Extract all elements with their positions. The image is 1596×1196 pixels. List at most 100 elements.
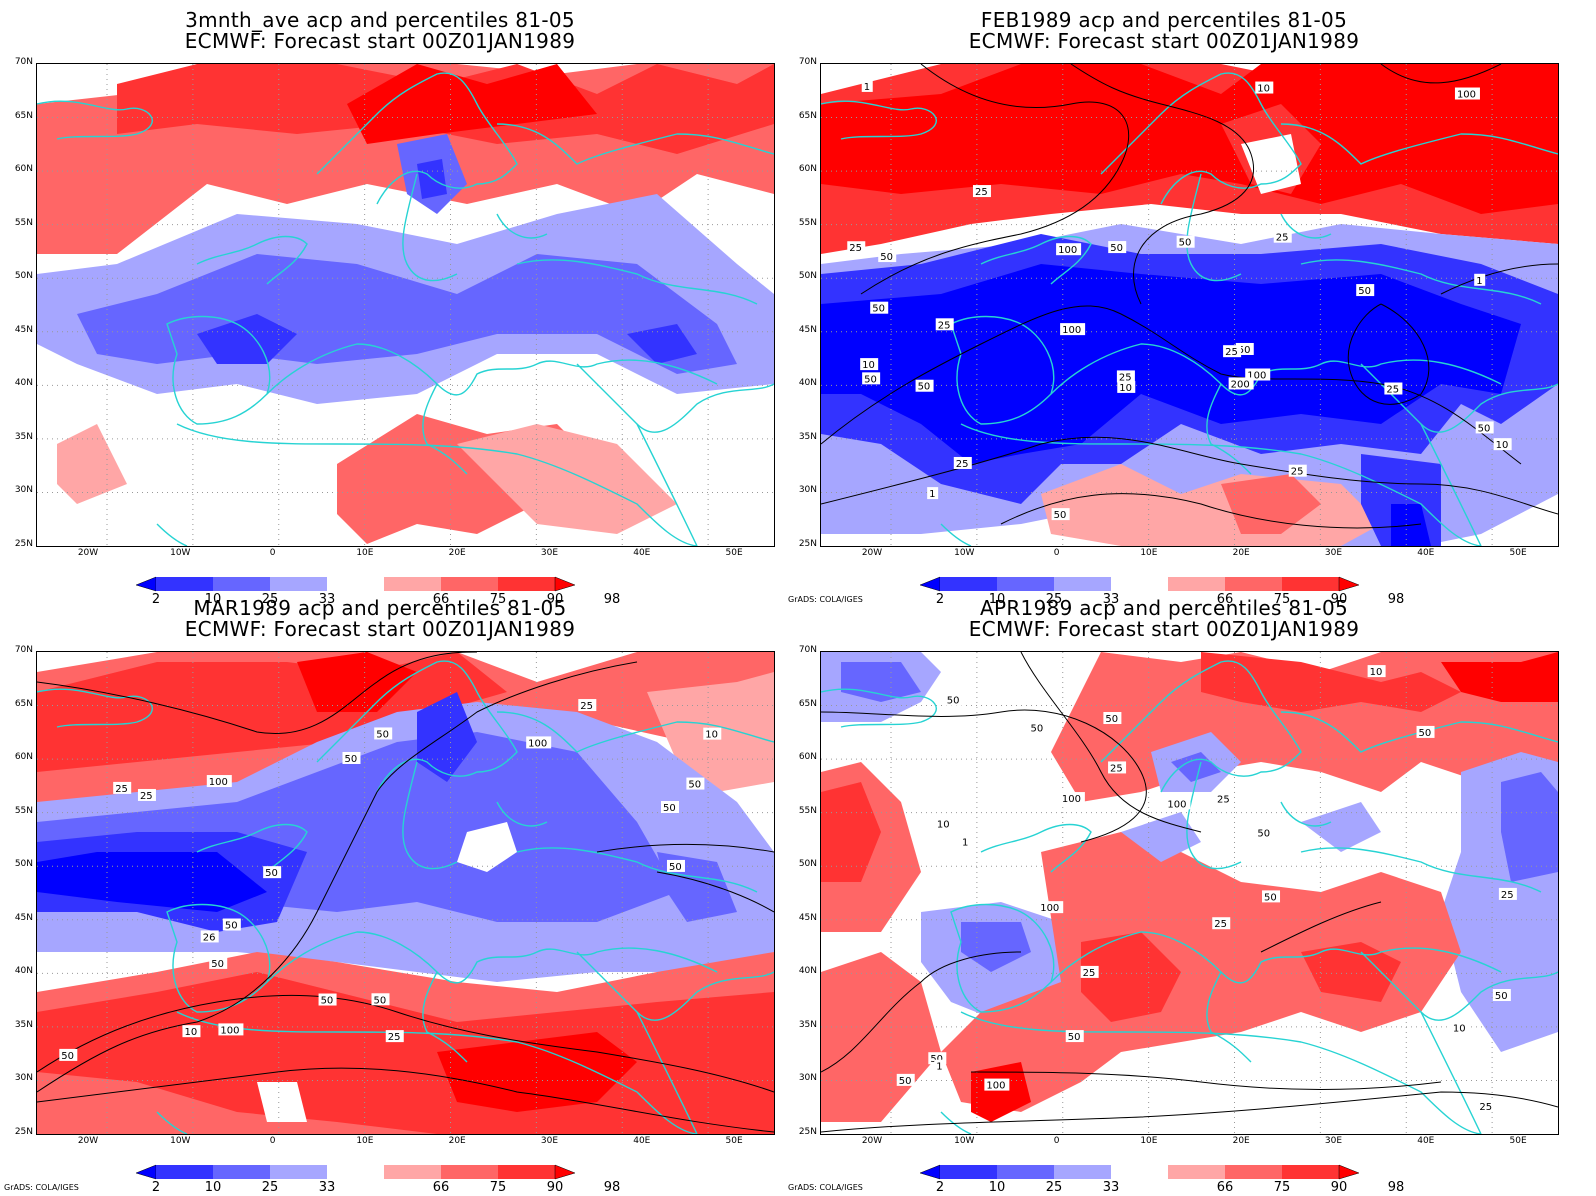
latitude-label: 60N xyxy=(798,164,817,175)
colorbar-label: 90 xyxy=(1330,592,1348,607)
longitude-label: 0 xyxy=(269,548,276,558)
contour-label-bg xyxy=(59,1048,78,1061)
latitude-label: 25N xyxy=(14,1127,33,1137)
latitude-label: 40N xyxy=(798,966,817,977)
latitude-label: 30N xyxy=(798,485,817,496)
colorbar xyxy=(136,1164,576,1180)
contour-label-bg xyxy=(578,699,597,712)
contour-label: 50 xyxy=(918,382,931,393)
latitude-label: 45N xyxy=(14,324,33,335)
contour-label: 25 xyxy=(975,187,988,198)
percentile-shading xyxy=(257,1082,307,1122)
contour-label: 50 xyxy=(344,754,357,765)
contour-label: 200 xyxy=(1231,379,1250,390)
percentile-map: 50 100 100 50 100 50 50 50 50 50 50 50 25 50 26 10 25 25 5… xyxy=(36,651,775,1135)
latitude-label: 35N xyxy=(14,431,33,442)
colorbar-segment xyxy=(213,1165,270,1179)
contour-label-bg xyxy=(972,185,991,198)
latitude-label: 40N xyxy=(14,378,33,389)
contour-label: 50 xyxy=(1030,723,1043,734)
contour-label-bg xyxy=(209,956,228,969)
contour-label: 50 xyxy=(899,1076,912,1087)
latitude-label: 45N xyxy=(798,912,817,923)
contour-label: 50 xyxy=(1495,991,1508,1002)
contour-label: 50 xyxy=(880,252,893,263)
contour-label: 25 xyxy=(580,701,593,712)
percentile-map: 100 50 100 200 100 50 50 50 100 50 25 25 50 25 25 50 25 5… xyxy=(820,63,1559,547)
longitude-label: 0 xyxy=(269,1136,276,1146)
contour-label: 100 xyxy=(1058,245,1077,256)
latitude-label: 35N xyxy=(14,1019,33,1030)
colorbar-segment xyxy=(270,577,327,591)
panel-title-line1: FEB1989 acp and percentiles 81-05 xyxy=(980,8,1348,32)
contour-label: 50 xyxy=(872,304,885,315)
map-panel-3month-average: 3mnth_ave acp and percentiles 81-05 ECMW… xyxy=(0,0,775,607)
contour-label: 25 xyxy=(388,1032,401,1043)
contour-label-bg xyxy=(222,918,241,931)
colorbar-segment xyxy=(1225,1165,1282,1179)
colorbar-label: 66 xyxy=(1216,1180,1234,1195)
contour-label-bg xyxy=(1454,87,1480,100)
colorbar-label: 10 xyxy=(988,592,1006,607)
colorbar-segment xyxy=(1111,1165,1168,1179)
contour-label-bg xyxy=(206,775,232,788)
grid-lines xyxy=(821,64,1558,546)
contour-label: 50 xyxy=(1264,892,1277,903)
latitude-label: 35N xyxy=(798,431,817,442)
colorbar-label: 75 xyxy=(489,1180,507,1195)
latitude-label: 65N xyxy=(798,110,817,121)
contour-label-bg xyxy=(860,358,879,371)
contour-label-bg xyxy=(1384,382,1403,395)
contour-label-bg xyxy=(1416,725,1435,738)
colorbar-segment xyxy=(327,577,384,591)
colorbar-label: 2 xyxy=(935,592,945,607)
contour-label-bg xyxy=(137,788,156,801)
contour-label-bg xyxy=(385,1030,404,1043)
contour-label-bg xyxy=(263,866,282,879)
longitude-label: 20W xyxy=(861,1136,883,1146)
latitude-label: 25N xyxy=(798,1127,817,1137)
percentile-shading xyxy=(841,662,921,702)
contour-label: 25 xyxy=(1276,233,1289,244)
percentile-shading xyxy=(627,324,697,364)
colorbar-label: 66 xyxy=(432,1180,450,1195)
longitude-label: 20W xyxy=(77,548,99,558)
contour-label-bg xyxy=(959,835,971,848)
contour-lines xyxy=(37,652,774,1133)
contour-label-bg xyxy=(870,301,889,314)
contour-label-bg xyxy=(1059,792,1085,805)
colorbar-label: 75 xyxy=(1273,1180,1291,1195)
contour-label: 50 xyxy=(1419,728,1432,739)
latitude-label: 70N xyxy=(14,645,33,655)
contour-label: 50 xyxy=(376,729,389,740)
longitude-label: 50E xyxy=(1509,1136,1527,1146)
contour-label-bg xyxy=(342,751,361,764)
map-panel-mar1989: MAR1989 acp and percentiles 81-05 ECMWF:… xyxy=(0,588,775,1195)
contour-label: 1 xyxy=(962,837,968,848)
colorbar-segment xyxy=(1054,577,1111,591)
contour-label-bg xyxy=(915,379,934,392)
longitude-label: 40E xyxy=(1417,548,1435,558)
contour-label: 100 xyxy=(1167,799,1186,810)
contour-label: 10 xyxy=(862,360,875,371)
grid-lines xyxy=(821,652,1558,1134)
contour-label-bg xyxy=(935,318,954,331)
percentile-shading xyxy=(971,1062,1031,1122)
contour-label-bg xyxy=(1273,230,1292,243)
percentile-shading xyxy=(1301,942,1401,1002)
contour-label: 50 xyxy=(1478,423,1491,434)
contour-label-bg xyxy=(686,777,705,790)
contour-label-bg xyxy=(1056,243,1082,256)
grads-credit: GrADS: COLA/IGES xyxy=(788,595,863,604)
contour-label-bg xyxy=(371,993,390,1006)
longitude-label: 50E xyxy=(725,548,743,558)
contour-label: 10 xyxy=(705,730,718,741)
panel-title-line2: ECMWF: Forecast start 00Z01JAN1989 xyxy=(968,617,1360,641)
colorbar-label: 33 xyxy=(318,592,336,607)
percentile-shading xyxy=(457,822,517,872)
contour-label: 25 xyxy=(956,459,969,470)
longitude-label: 10E xyxy=(1140,548,1158,558)
contour-label: 25 xyxy=(849,243,862,254)
contour-label-bg xyxy=(1450,1021,1469,1034)
contour-label-bg xyxy=(1255,826,1274,839)
